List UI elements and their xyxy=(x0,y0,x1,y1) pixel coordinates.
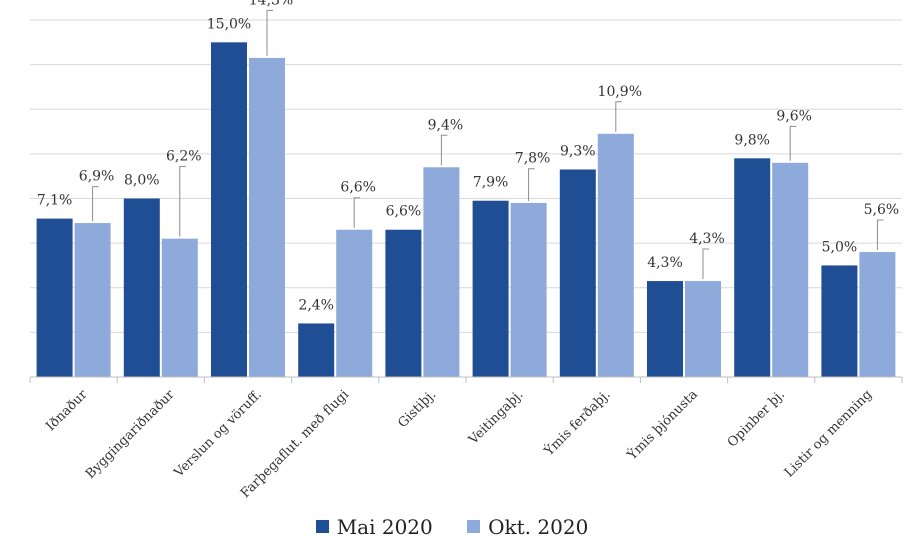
data-label-mai-7: 4,3% xyxy=(647,255,683,271)
data-label-okt-4: 9,4% xyxy=(428,117,464,133)
bar-okt-6 xyxy=(597,133,634,377)
bar-mai-1 xyxy=(123,198,160,377)
leader-line xyxy=(789,125,797,161)
data-label-mai-9: 5,0% xyxy=(822,239,858,255)
bar-okt-7 xyxy=(685,281,721,377)
data-label-okt-7: 4,3% xyxy=(689,231,725,247)
bar-mai-8 xyxy=(734,158,771,377)
legend-swatch-mai xyxy=(315,520,329,533)
bar-mai-9 xyxy=(821,265,858,377)
bar-okt-4 xyxy=(423,167,460,377)
category-label: Ýmis ferðaþj. xyxy=(540,387,613,460)
leader-line xyxy=(92,186,99,222)
category-label: Opinber þj. xyxy=(725,387,788,450)
category-label: Gistiþj. xyxy=(395,387,439,431)
bar-mai-4 xyxy=(385,229,422,377)
legend: Mai 2020 Okt. 2020 xyxy=(0,514,904,539)
data-label-mai-1: 8,0% xyxy=(124,173,160,189)
data-label-mai-8: 9,8% xyxy=(734,132,770,148)
data-label-mai-4: 6,6% xyxy=(386,204,422,220)
category-label: Verslun og vöruff. xyxy=(171,387,265,481)
category-label: Ýmis þjónusta xyxy=(623,386,701,464)
bar-mai-7 xyxy=(647,281,683,377)
leader-line xyxy=(528,168,535,201)
data-label-okt-3: 6,6% xyxy=(340,180,376,196)
leader-line xyxy=(179,166,186,237)
data-label-okt-2: 14,3% xyxy=(249,0,293,8)
legend-swatch-okt xyxy=(467,520,481,533)
legend-label-mai: Mai 2020 xyxy=(336,514,433,539)
data-label-mai-0: 7,1% xyxy=(37,193,73,209)
leader-line xyxy=(266,9,273,56)
bar-okt-5 xyxy=(510,202,547,377)
label-leader-lines xyxy=(92,9,884,280)
leader-line xyxy=(876,219,884,251)
category-label: Listir og menning xyxy=(782,387,875,480)
data-label-mai-3: 2,4% xyxy=(298,297,334,313)
bar-mai-0 xyxy=(36,218,73,377)
leader-line xyxy=(353,197,361,228)
legend-label-okt: Okt. 2020 xyxy=(488,514,589,539)
bar-okt-2 xyxy=(249,57,285,378)
data-label-mai-5: 7,9% xyxy=(473,175,509,191)
data-label-mai-6: 9,3% xyxy=(560,143,596,159)
gridlines xyxy=(30,19,902,333)
data-label-okt-0: 6,9% xyxy=(79,169,115,185)
bar-mai-2 xyxy=(211,42,247,377)
bar-okt-1 xyxy=(161,238,198,377)
category-label: Iðnaður xyxy=(43,387,91,435)
data-labels: 7,1% 8,0% 15,0% 2,4% 6,6% 7,9% 9,3% 4,3% 9,8% 5,0… xyxy=(37,0,899,313)
data-label-okt-6: 10,9% xyxy=(598,84,642,100)
bar-mai-5 xyxy=(472,200,509,377)
category-label: Byggingariðnaður xyxy=(83,387,178,482)
leader-line xyxy=(615,101,622,132)
data-label-okt-1: 6,2% xyxy=(166,149,202,165)
category-label: Veitingaþj. xyxy=(465,387,526,448)
bar-okt-9 xyxy=(859,252,896,377)
data-label-okt-5: 7,8% xyxy=(515,151,551,167)
x-axis xyxy=(29,376,903,383)
data-label-mai-2: 15,0% xyxy=(207,16,251,32)
bar-okt-8 xyxy=(772,162,809,377)
legend-item-okt: Okt. 2020 xyxy=(467,515,588,539)
legend-item-mai: Mai 2020 xyxy=(315,514,433,539)
bars xyxy=(36,42,896,378)
bar-mai-6 xyxy=(559,169,596,377)
bar-okt-3 xyxy=(336,229,373,377)
bar-okt-0 xyxy=(74,223,111,377)
bar-mai-3 xyxy=(298,323,335,377)
leader-line xyxy=(440,134,448,166)
data-label-okt-8: 9,6% xyxy=(776,108,812,124)
data-label-okt-9: 5,6% xyxy=(864,202,900,218)
leader-line xyxy=(702,248,709,280)
